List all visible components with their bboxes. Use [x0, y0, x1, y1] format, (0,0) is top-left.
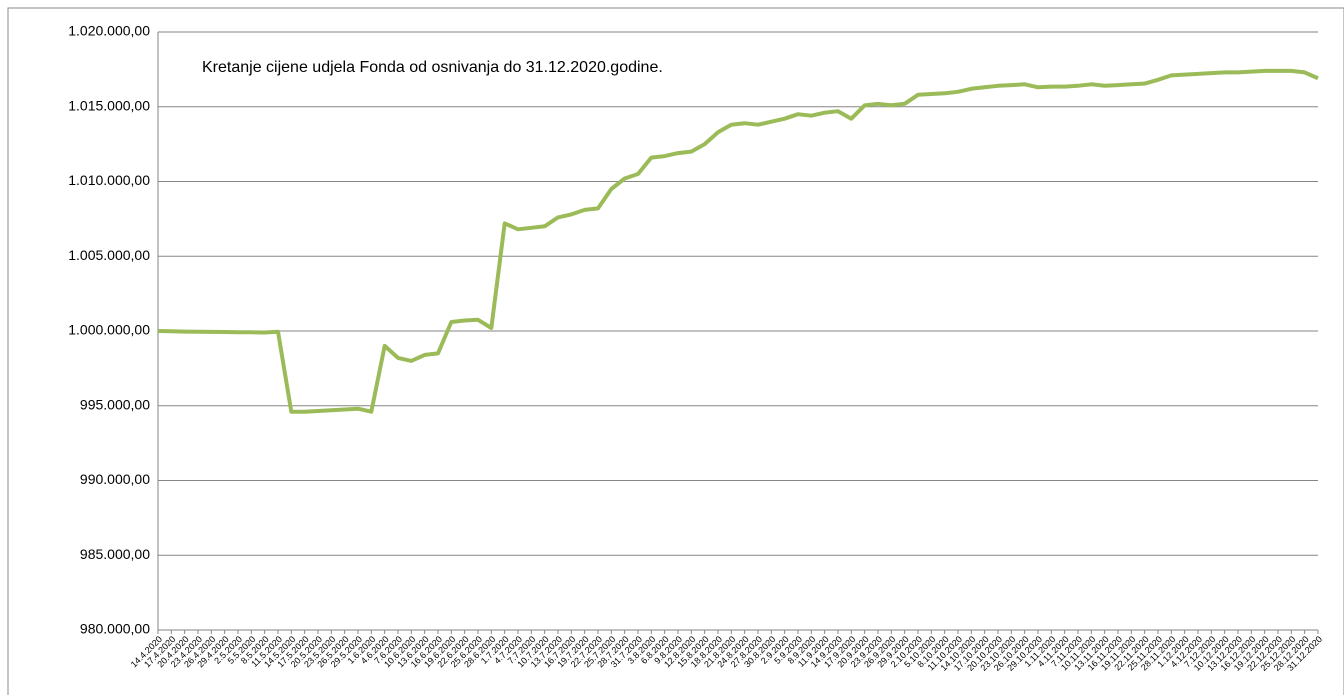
y-tick-label: 985.000,00: [80, 546, 150, 562]
y-tick-label: 980.000,00: [80, 621, 150, 637]
y-tick-label: 995.000,00: [80, 396, 150, 412]
data-line: [157, 68, 1319, 414]
chart-border: [7, 7, 1344, 695]
y-tick-label: 1.015.000,00: [68, 97, 150, 113]
chart-title: Kretanje cijene udjela Fonda od osnivanj…: [202, 59, 663, 76]
y-tick-label: 1.000.000,00: [68, 322, 150, 338]
y-tick-label: 1.020.000,00: [68, 23, 150, 39]
y-tick-label: 1.005.000,00: [68, 247, 150, 263]
y-tick-label: 990.000,00: [80, 471, 150, 487]
y-tick-label: 1.010.000,00: [68, 172, 150, 188]
